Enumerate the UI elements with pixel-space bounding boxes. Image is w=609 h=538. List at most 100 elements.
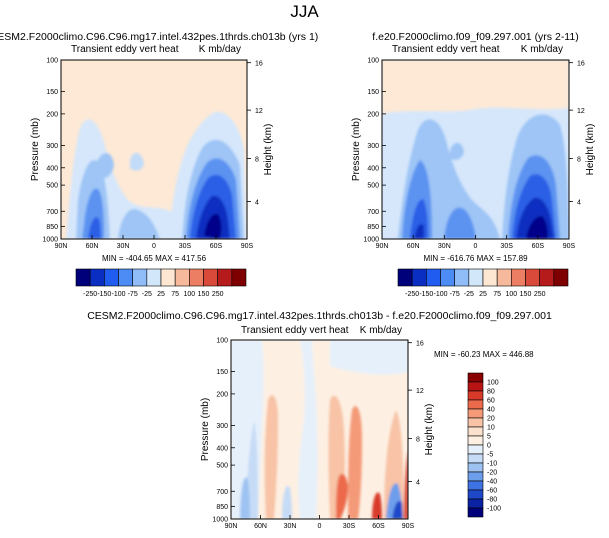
colorbar-swatch bbox=[467, 471, 484, 482]
pressure-tick-label: 100 bbox=[367, 58, 379, 65]
latitude-tick-label: 30N bbox=[284, 523, 297, 530]
colorbar-swatch bbox=[174, 268, 190, 287]
colorbar-tick-label: -60 bbox=[487, 488, 497, 495]
latitude-tick-label: 90S bbox=[563, 243, 576, 250]
pressure-tick-label: 700 bbox=[367, 209, 379, 216]
colorbar-tick-label: 25 bbox=[479, 291, 487, 298]
pressure-tick-label: 200 bbox=[216, 391, 228, 398]
colorbar-tick-label: -100 bbox=[487, 506, 501, 513]
colorbar-tick-label: 150 bbox=[520, 291, 532, 298]
colorbar-swatch bbox=[467, 372, 484, 383]
latitude-tick-label: 90S bbox=[241, 243, 254, 250]
colorbar-swatch bbox=[411, 268, 427, 287]
colorbar-swatch bbox=[496, 268, 512, 287]
colorbar-swatch bbox=[467, 498, 484, 509]
height-tick-label: 12 bbox=[255, 108, 263, 115]
colorbar-swatch bbox=[511, 268, 526, 287]
pressure-tick-label: 500 bbox=[216, 463, 228, 470]
panel-3-case-title: CESM2.F2000climo.C96.C96.mg17.intel.432p… bbox=[87, 310, 552, 322]
pressure-tick-label: 100 bbox=[46, 58, 58, 65]
height-tick-label: 16 bbox=[255, 61, 263, 68]
pressure-tick-label: 500 bbox=[46, 183, 58, 190]
colorbar-swatch bbox=[118, 268, 133, 287]
height-tick-label: 16 bbox=[577, 61, 585, 68]
panel-3-ylabel-right: Height (km) bbox=[424, 404, 435, 456]
height-tick-label: 16 bbox=[416, 341, 424, 348]
panel-1-case-title: CESM2.F2000climo.C96.C96.mg17.intel.432p… bbox=[0, 31, 318, 43]
colorbar-tick-label: 150 bbox=[198, 291, 210, 298]
pressure-tick-label: 200 bbox=[367, 111, 379, 118]
colorbar-swatch bbox=[482, 268, 498, 287]
colorbar-tick-label: 100 bbox=[505, 291, 517, 298]
latitude-tick-label: 0 bbox=[318, 523, 322, 530]
panel-3-stats: MIN = -60.23 MAX = 446.88 bbox=[434, 350, 534, 359]
pressure-tick-label: 850 bbox=[367, 224, 379, 231]
latitude-tick-label: 0 bbox=[152, 243, 156, 250]
pressure-tick-label: 150 bbox=[216, 369, 228, 376]
colorbar-tick-label: 60 bbox=[487, 398, 495, 405]
colorbar-swatch bbox=[217, 268, 233, 287]
latitude-tick-label: 30S bbox=[179, 243, 192, 250]
latitude-tick-label: 60S bbox=[210, 243, 223, 250]
colorbar-swatch bbox=[467, 507, 484, 518]
pressure-tick-label: 1000 bbox=[42, 237, 58, 244]
colorbar-swatch bbox=[467, 444, 484, 455]
colorbar-tick-label: -20 bbox=[487, 470, 497, 477]
latitude-tick-label: 30N bbox=[117, 243, 130, 250]
colorbar-swatch bbox=[203, 268, 218, 287]
colorbar-tick-label: -75 bbox=[128, 291, 138, 298]
panel-1-variable-title: Transient eddy vert heat bbox=[71, 44, 179, 55]
panel-1-contour-field bbox=[61, 60, 247, 239]
pressure-tick-label: 1000 bbox=[363, 237, 379, 244]
colorbar-swatch bbox=[525, 268, 540, 287]
pressure-tick-label: 400 bbox=[46, 165, 58, 172]
colorbar-swatch bbox=[467, 426, 484, 437]
panel-3-ylabel: Pressure (mb) bbox=[200, 398, 211, 461]
colorbar-swatch bbox=[539, 268, 555, 287]
colorbar-tick-label: 100 bbox=[183, 291, 195, 298]
colorbar-swatch bbox=[553, 268, 569, 287]
colorbar-tick-label: -40 bbox=[487, 479, 497, 486]
colorbar-tick-label: 10 bbox=[487, 425, 495, 432]
panel-2-stats: MIN = -616.76 MAX = 157.89 bbox=[423, 254, 528, 263]
pressure-tick-label: 1000 bbox=[212, 517, 228, 524]
panel-3-contour-field bbox=[231, 340, 408, 519]
pressure-tick-label: 150 bbox=[46, 89, 58, 96]
page-title: JJA bbox=[290, 2, 319, 21]
colorbar-tick-label: 5 bbox=[487, 434, 491, 441]
pressure-tick-label: 200 bbox=[46, 111, 58, 118]
panel-2-ylabel-right: Height (km) bbox=[585, 124, 596, 176]
pressure-tick-label: 400 bbox=[216, 445, 228, 452]
colorbar-tick-label: -150 bbox=[97, 291, 111, 298]
latitude-tick-label: 60N bbox=[86, 243, 99, 250]
panel-3-units-title: K mb/day bbox=[360, 325, 402, 336]
pressure-tick-label: 700 bbox=[46, 209, 58, 216]
colorbar-tick-label: 250 bbox=[534, 291, 546, 298]
colorbar-tick-label: -75 bbox=[450, 291, 460, 298]
colorbar-tick-label: -5 bbox=[487, 452, 493, 459]
colorbar-tick-label: 25 bbox=[157, 291, 165, 298]
pressure-tick-label: 100 bbox=[216, 338, 228, 345]
colorbar-tick-label: -25 bbox=[464, 291, 474, 298]
height-tick-label: 4 bbox=[255, 199, 259, 206]
colorbar-tick-label: 75 bbox=[493, 291, 501, 298]
colorbar-swatch bbox=[467, 417, 484, 428]
latitude-tick-label: 90N bbox=[225, 523, 238, 530]
panel-2-axes bbox=[381, 59, 573, 287]
height-tick-label: 4 bbox=[416, 479, 420, 486]
panel-2-units-title: K mb/day bbox=[521, 44, 563, 55]
colorbar-tick-label: -100 bbox=[433, 291, 447, 298]
colorbar-swatch bbox=[467, 390, 484, 401]
colorbar-tick-label: 0 bbox=[487, 443, 491, 450]
latitude-tick-label: 60S bbox=[532, 243, 545, 250]
colorbar-swatch bbox=[132, 268, 148, 287]
colorbar-swatch bbox=[467, 453, 484, 464]
latitude-tick-label: 30S bbox=[500, 243, 513, 250]
height-tick-label: 4 bbox=[577, 199, 581, 206]
pressure-tick-label: 700 bbox=[216, 489, 228, 496]
panel-1-ylabel-right: Height (km) bbox=[263, 124, 274, 176]
height-tick-label: 8 bbox=[577, 156, 581, 163]
colorbar-tick-label: -250 bbox=[83, 291, 97, 298]
